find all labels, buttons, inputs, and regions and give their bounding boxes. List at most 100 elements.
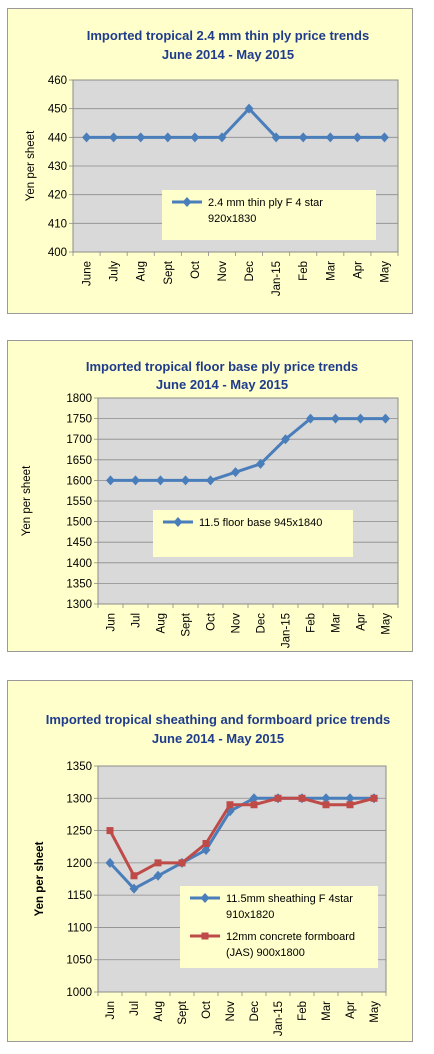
data-point (379, 132, 389, 143)
x-tick-label: Oct (190, 260, 202, 279)
legend-marker (173, 517, 183, 527)
y-tick-label: 1150 (67, 890, 92, 902)
chart-title: Imported tropical floor base ply price t… (86, 359, 358, 374)
chart-subtitle: June 2014 - May 2015 (162, 47, 294, 62)
x-tick-label: Nov (217, 261, 229, 282)
chart-panel-sheathing: Imported tropical sheathing and formboar… (7, 680, 413, 1042)
data-point (325, 132, 335, 143)
x-tick-label: Apr (345, 1001, 357, 1019)
legend-label: 910x1820 (226, 909, 274, 921)
y-tick-label: 450 (48, 104, 67, 116)
x-tick-label: Sept (181, 612, 193, 636)
y-tick-label: 1100 (67, 922, 92, 934)
data-point (202, 839, 210, 847)
y-tick-label: 1000 (66, 987, 92, 999)
y-tick-label: 1350 (66, 578, 92, 590)
x-tick-label: Sept (163, 260, 175, 284)
chart-title: Imported tropical 2.4 mm thin ply price … (87, 28, 369, 43)
chart-svg: Imported tropical 2.4 mm thin ply price … (25, 28, 399, 296)
data-point (352, 132, 362, 143)
data-point (271, 132, 281, 143)
data-point (231, 467, 240, 478)
data-point (163, 132, 173, 143)
data-point (156, 475, 165, 486)
y-tick-label: 1500 (66, 517, 92, 529)
legend: 11.5mm sheathing F 4star 910x1820 12mm con… (180, 886, 378, 968)
y-tick-label: 1350 (66, 761, 92, 773)
data-point (106, 475, 115, 486)
data-point (244, 103, 254, 114)
chart-svg: Imported tropical sheathing and formboar… (34, 712, 391, 1036)
x-tick-label: Jan-15 (281, 613, 293, 648)
x-tick-label: Aug (153, 1001, 165, 1021)
chart-title: Imported tropical sheathing and formboar… (46, 712, 391, 727)
y-axis-label: Yen per sheet (34, 841, 46, 916)
data-point (250, 801, 258, 809)
x-tick-label: Oct (206, 612, 218, 631)
data-point (109, 132, 119, 143)
data-point (130, 872, 138, 880)
chart-subtitle: June 2014 - May 2015 (152, 731, 284, 746)
x-tick-label: Nov (231, 613, 243, 634)
data-point (129, 883, 139, 894)
y-tick-label: 1800 (66, 393, 92, 405)
x-tick-label: Aug (156, 613, 168, 633)
data-point (322, 801, 330, 809)
x-tick-label: May (381, 613, 393, 635)
data-point (381, 413, 390, 424)
y-tick-label: 1050 (66, 955, 92, 967)
legend-label: (JAS) 900x1800 (226, 947, 305, 959)
y-tick-label: 1400 (66, 558, 92, 570)
y-tick-label: 1450 (66, 537, 92, 549)
legend-label: 11.5mm sheathing F 4star (226, 893, 353, 905)
y-tick-label: 420 (48, 190, 67, 202)
x-tick-label: Jun (106, 613, 118, 632)
x-tick-label: May (369, 1001, 381, 1023)
legend: 11.5 floor base 945x1840 (153, 510, 353, 557)
legend: 2.4 mm thin ply F 4 star 920x1830 (162, 190, 376, 240)
legend-box (162, 190, 376, 240)
data-point (356, 413, 365, 424)
data-point (201, 844, 211, 855)
data-point (249, 793, 259, 804)
data-point (370, 794, 378, 802)
y-tick-label: 430 (48, 161, 67, 173)
x-tick-label: Jan-15 (271, 261, 283, 296)
x-tick-label: Feb (297, 1001, 309, 1021)
x-tick-label: May (379, 261, 391, 283)
x-tick-label: Feb (306, 613, 318, 633)
data-point (131, 475, 140, 486)
y-tick-label: 410 (48, 218, 67, 230)
x-tick-label: Aug (136, 261, 148, 281)
data-point (136, 132, 146, 143)
x-tick-label: Jan-15 (273, 1001, 285, 1036)
data-point (106, 827, 114, 835)
x-tick-label: Mar (325, 261, 337, 281)
y-tick-label: 1200 (66, 858, 92, 870)
data-point (217, 132, 227, 143)
data-point (178, 859, 186, 867)
legend-label: 11.5 floor base 945x1840 (199, 517, 322, 529)
data-point (298, 794, 306, 802)
legend-box (180, 886, 378, 968)
y-tick-label: 1250 (66, 826, 92, 838)
data-point (298, 132, 308, 143)
data-point (256, 458, 265, 469)
chart-panel-floor-base: Imported tropical floor base ply price t… (7, 340, 413, 652)
data-point (345, 793, 355, 804)
data-point (281, 434, 290, 445)
data-point (331, 413, 340, 424)
data-point (306, 413, 315, 424)
legend-box (153, 510, 353, 557)
chart-panel-thin-ply: Imported tropical 2.4 mm thin ply price … (7, 8, 413, 314)
series-line (86, 107, 385, 139)
data-point (346, 801, 354, 809)
y-axis-label: Yen per sheet (25, 130, 37, 201)
x-tick-label: Sept (177, 1000, 189, 1024)
data-point (181, 475, 190, 486)
x-tick-label: Mar (321, 1001, 333, 1021)
y-tick-label: 1300 (66, 599, 92, 611)
x-tick-label: Dec (256, 613, 268, 634)
legend-label: 12mm concrete formboard (226, 931, 355, 943)
y-tick-label: 1650 (66, 455, 92, 467)
